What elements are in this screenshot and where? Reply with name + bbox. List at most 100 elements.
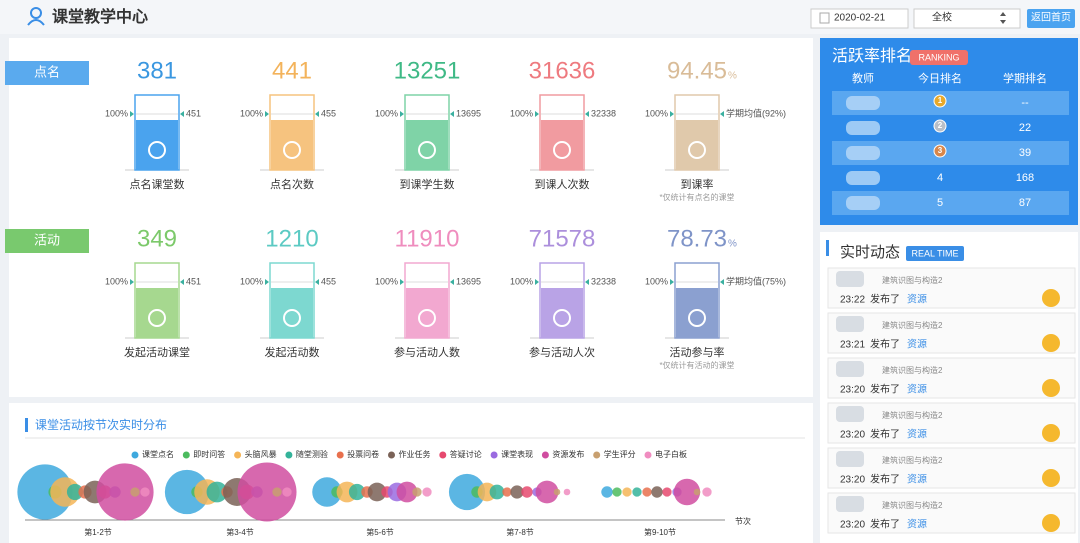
level-top-label: 100%: [645, 108, 668, 118]
select-arrow: [1000, 12, 1006, 24]
semester-rank: 87: [1019, 197, 1031, 209]
realtime-badge-text: REAL TIME: [911, 248, 958, 258]
feed-action: 发布了: [870, 518, 900, 531]
bubble: [535, 480, 559, 504]
legend-label: 答疑讨论: [450, 449, 482, 459]
level-cap-label: 学期均值(92%): [726, 107, 786, 118]
feed-course: 建筑识图与构造2: [882, 500, 943, 510]
stat-value: 349: [137, 225, 177, 252]
semester-rank: 22: [1019, 122, 1031, 134]
legend-label: 投票问卷: [347, 449, 379, 459]
beaker-wall: [134, 262, 180, 339]
beaker-liquid: [676, 120, 718, 170]
home-button[interactable]: [1027, 9, 1075, 28]
feed-icon: [1042, 514, 1060, 532]
beaker-wall: [269, 262, 315, 339]
level-top-label: 100%: [645, 276, 668, 286]
scope-value: 全校: [932, 11, 952, 24]
x-tick-label: 第9-10节: [644, 527, 676, 537]
stats-panel: [9, 38, 813, 397]
today-rank: 1: [938, 96, 943, 105]
beaker-liquid: [406, 288, 448, 338]
header-icon: [30, 7, 42, 19]
feed-icon: [1042, 289, 1060, 307]
legend-label: 电子白板: [655, 449, 687, 459]
bubble: [348, 483, 366, 501]
teacher-name-blurred: [846, 171, 880, 185]
feed-link: 资源: [907, 293, 927, 306]
legend-label: 即时问答: [193, 449, 225, 459]
feed-icon: [1042, 469, 1060, 487]
card-icon: [283, 309, 301, 327]
scope-select[interactable]: [913, 8, 1021, 29]
header-icon: [27, 19, 45, 26]
today-rank: 4: [937, 172, 943, 184]
bubble: [412, 487, 422, 497]
feed-action: 发布了: [870, 293, 900, 306]
beaker-wall: [539, 262, 585, 339]
page-title: 课堂教学中心: [52, 7, 148, 26]
today-rank: 2: [938, 121, 943, 130]
feed-thumb-blurred: [836, 361, 864, 377]
legend-swatch: [593, 451, 601, 459]
beaker-wall: [674, 94, 720, 171]
legend-swatch: [644, 451, 652, 459]
section-tag: [5, 61, 89, 85]
stat-value: 94.45: [667, 57, 727, 84]
beaker-liquid: [271, 288, 313, 338]
legend-label: 作业任务: [399, 449, 431, 459]
feed-time: 23:22: [840, 295, 865, 306]
level-top-label: 100%: [375, 108, 398, 118]
level-top-label: 100%: [510, 108, 533, 118]
bubble: [702, 487, 712, 497]
legend-swatch: [234, 451, 242, 459]
section-tag: [5, 229, 89, 253]
date-picker[interactable]: [810, 8, 909, 29]
today-rank: 5: [937, 197, 943, 209]
stat-unit: %: [728, 239, 737, 250]
stat-label: 参与活动人次: [529, 345, 595, 359]
x-tick-label: 第3-4节: [226, 527, 254, 537]
legend-swatch: [541, 451, 549, 459]
level-cap-label: 455: [321, 276, 336, 286]
feed-item: [827, 402, 1076, 444]
stat-value: 78.73: [667, 225, 727, 252]
stat-label: 到课率: [681, 177, 714, 191]
level-top-label: 100%: [105, 276, 128, 286]
stat-label: 参与活动人数: [394, 345, 460, 359]
card-icon: [418, 141, 436, 159]
ranking-title: 活跃率排名: [832, 47, 912, 65]
beaker-wall: [674, 262, 720, 339]
feed-item: [827, 447, 1076, 489]
bubble: [164, 469, 210, 515]
feed-link: 资源: [907, 338, 927, 351]
feed-icon: [1042, 424, 1060, 442]
card-icon: [418, 309, 436, 327]
bubble: [693, 488, 701, 496]
stat-value: 31636: [529, 57, 596, 84]
legend-label: 头脑风暴: [245, 449, 277, 459]
legend-label: 资源发布: [552, 449, 584, 459]
feed-thumb-blurred: [836, 406, 864, 422]
bubble: [673, 478, 701, 506]
bubble: [632, 487, 642, 497]
medal: [933, 94, 947, 108]
bubble: [601, 486, 613, 498]
bubble: [96, 463, 154, 521]
level-top-label: 100%: [240, 276, 263, 286]
stat-value: 441: [272, 57, 312, 84]
level-top-label: 100%: [375, 276, 398, 286]
feed-link: 资源: [907, 383, 927, 396]
level-cap-label: 13695: [456, 108, 481, 118]
beaker-liquid: [271, 120, 313, 170]
feed-course: 建筑识图与构造2: [882, 410, 943, 420]
bubble: [367, 482, 387, 502]
legend-label: 课堂表现: [501, 449, 533, 459]
section-tag-label: 活动: [34, 232, 60, 247]
feed-time: 23:20: [840, 520, 865, 531]
today-rank: 3: [938, 146, 943, 155]
bubble: [642, 487, 652, 497]
legend-swatch: [182, 451, 190, 459]
stat-label: 到课人次数: [535, 177, 590, 191]
